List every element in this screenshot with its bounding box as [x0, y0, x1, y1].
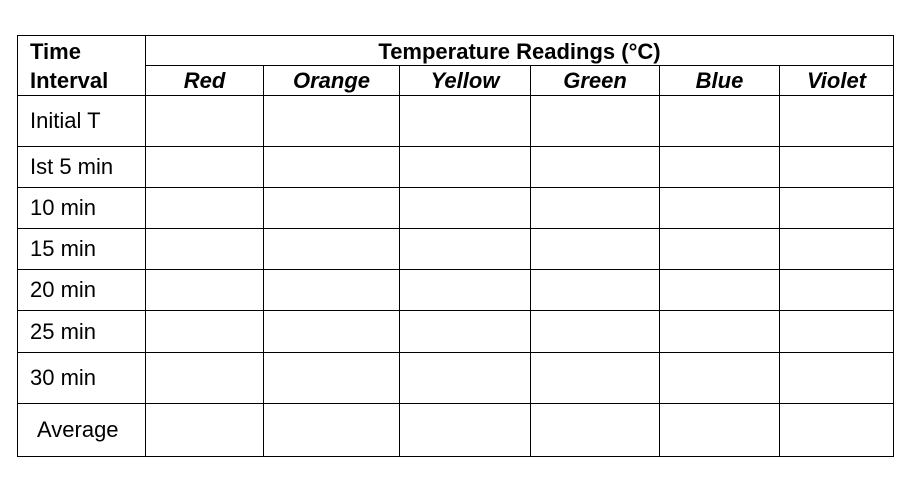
cell-25min-red [145, 310, 264, 353]
cell-average-orange [263, 403, 400, 457]
column-header-yellow: Yellow [399, 65, 531, 96]
cell-15min-orange [263, 228, 400, 270]
cell-20min-red [145, 269, 264, 311]
cell-30min-green [530, 352, 660, 404]
cell-20min-yellow [399, 269, 531, 311]
cell-average-yellow [399, 403, 531, 457]
cell-10min-blue [659, 187, 780, 229]
row-label-5-min: Ist 5 min [17, 146, 146, 188]
cell-30min-red [145, 352, 264, 404]
cell-average-red [145, 403, 264, 457]
row-label-25-min: 25 min [17, 310, 146, 353]
cell-15min-green [530, 228, 660, 270]
cell-10min-green [530, 187, 660, 229]
cell-15min-violet [779, 228, 894, 270]
cell-30min-blue [659, 352, 780, 404]
cell-5min-violet [779, 146, 894, 188]
cell-15min-blue [659, 228, 780, 270]
column-header-green: Green [530, 65, 660, 96]
cell-10min-yellow [399, 187, 531, 229]
table-row: 30 min [17, 352, 894, 404]
table-row: 15 min [17, 228, 894, 270]
cell-10min-red [145, 187, 264, 229]
table-row: Average [17, 403, 894, 457]
cell-initial-red [145, 95, 264, 147]
cell-15min-yellow [399, 228, 531, 270]
column-header-blue: Blue [659, 65, 780, 96]
cell-10min-orange [263, 187, 400, 229]
row-label-10-min: 10 min [17, 187, 146, 229]
cell-5min-blue [659, 146, 780, 188]
temperature-readings-header: Temperature Readings (°C) [145, 35, 894, 66]
column-header-red: Red [145, 65, 264, 96]
cell-20min-violet [779, 269, 894, 311]
column-header-orange: Orange [263, 65, 400, 96]
cell-25min-green [530, 310, 660, 353]
cell-initial-orange [263, 95, 400, 147]
cell-5min-green [530, 146, 660, 188]
row-label-initial-t: Initial T [17, 95, 146, 147]
row-label-15-min: 15 min [17, 228, 146, 270]
cell-30min-yellow [399, 352, 531, 404]
column-header-violet: Violet [779, 65, 894, 96]
cell-average-green [530, 403, 660, 457]
cell-average-blue [659, 403, 780, 457]
cell-20min-orange [263, 269, 400, 311]
cell-initial-blue [659, 95, 780, 147]
cell-initial-yellow [399, 95, 531, 147]
table-row: 25 min [17, 310, 894, 353]
table-row: 10 min [17, 187, 894, 229]
table-row: Ist 5 min [17, 146, 894, 188]
cell-5min-yellow [399, 146, 531, 188]
time-interval-header: Time Interval [17, 35, 146, 96]
row-label-30-min: 30 min [17, 352, 146, 404]
time-header-line2: Interval [30, 68, 109, 93]
cell-5min-orange [263, 146, 400, 188]
cell-10min-violet [779, 187, 894, 229]
cell-25min-violet [779, 310, 894, 353]
row-label-average: Average [17, 403, 146, 457]
table-row: 20 min [17, 269, 894, 311]
table-row: Initial T [17, 95, 894, 147]
temperature-readings-table: Time Interval Temperature Readings (°C) … [17, 35, 894, 457]
cell-initial-violet [779, 95, 894, 147]
cell-25min-blue [659, 310, 780, 353]
cell-average-violet [779, 403, 894, 457]
cell-25min-yellow [399, 310, 531, 353]
cell-20min-blue [659, 269, 780, 311]
cell-25min-orange [263, 310, 400, 353]
cell-5min-red [145, 146, 264, 188]
time-header-line1: Time [30, 39, 81, 64]
cell-20min-green [530, 269, 660, 311]
cell-initial-green [530, 95, 660, 147]
cell-30min-violet [779, 352, 894, 404]
cell-30min-orange [263, 352, 400, 404]
cell-15min-red [145, 228, 264, 270]
row-label-20-min: 20 min [17, 269, 146, 311]
